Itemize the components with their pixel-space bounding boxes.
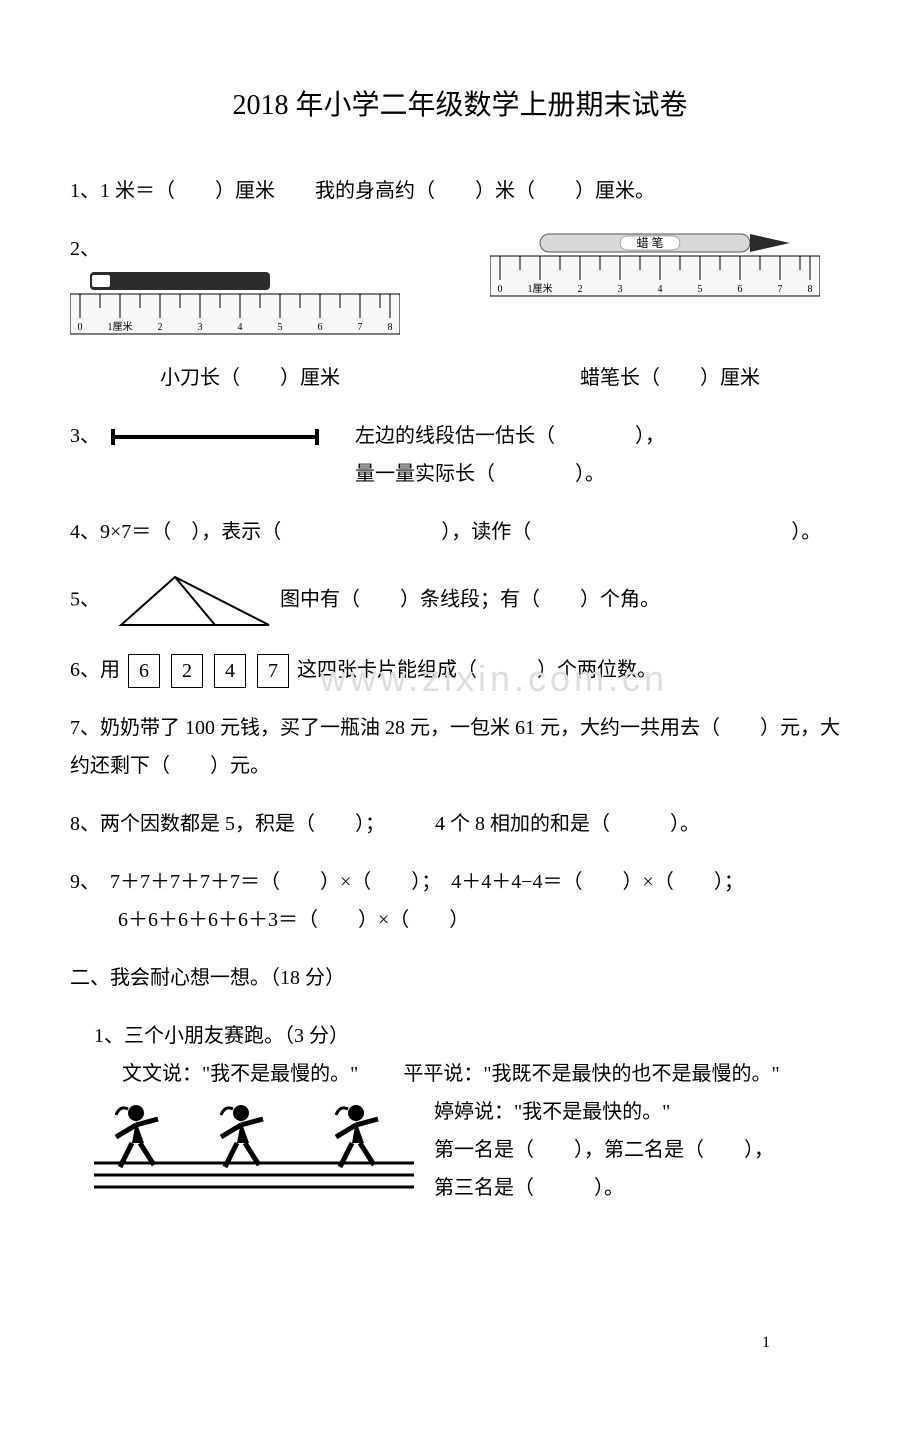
question-3: 3、 左边的线段估一估长（ ）， 量一量实际长（ ）。 [70, 417, 850, 493]
question-8: 8、两个因数都是 5，积是（ ）； 4 个 8 相加的和是（ ）。 [70, 805, 850, 843]
question-4: 4、9×7＝（ ），表示（ ），读作（ ）。 [70, 513, 850, 551]
svg-text:3: 3 [198, 322, 203, 333]
crayon-label: 蜡 笔 [636, 235, 663, 250]
crayon-length-label: 蜡笔长（ ）厘米 [490, 359, 850, 397]
card-4: 4 [214, 654, 246, 688]
question-6: www.zixin.com.cn 6、用 6 2 4 7 这四张卡片能组成（ ）… [70, 651, 850, 689]
crayon-ruler-figure: 蜡 笔 0 1厘米 2 3 4 5 6 7 8 [490, 230, 820, 300]
svg-text:1厘米: 1厘米 [108, 320, 133, 333]
q5-number: 5、 [70, 589, 100, 611]
svg-text:7: 7 [358, 322, 363, 333]
question-2: 2、 0 1厘米 2 3 4 5 [70, 230, 850, 397]
wenwen-quote: 文文说："我不是最慢的。" [122, 1063, 358, 1085]
svg-text:5: 5 [278, 322, 283, 333]
svg-text:4: 4 [658, 284, 663, 295]
page-number: 1 [762, 1328, 770, 1358]
svg-text:8: 8 [808, 284, 813, 295]
svg-text:3: 3 [618, 284, 623, 295]
question-9: 9、 7＋7＋7＋7＋7＝（ ）×（ ）； 4＋4＋4−4＝（ ）×（ ）； 6… [70, 863, 850, 939]
q2-number: 2、 [70, 238, 100, 260]
svg-text:5: 5 [698, 284, 703, 295]
tingting-quote: 婷婷说："我不是最快的。" [434, 1093, 774, 1131]
q5-text: 图中有（ ）条线段；有（ ）个角。 [280, 589, 660, 611]
section-2-title: 二、我会耐心想一想。（18 分） [70, 959, 850, 997]
svg-text:8: 8 [388, 322, 393, 333]
q3-estimate-text: 左边的线段估一估长（ ）， [355, 417, 850, 455]
page-title: 2018 年小学二年级数学上册期末试卷 [70, 79, 850, 132]
pingping-quote: 平平说："我既不是最快的也不是最慢的。" [403, 1063, 779, 1085]
q6-post: 这四张卡片能组成（ ）个两位数。 [297, 659, 657, 681]
card-2: 2 [171, 654, 203, 688]
svg-text:6: 6 [738, 284, 743, 295]
knife-length-label: 小刀长（ ）厘米 [70, 359, 430, 397]
q9-line1: 9、 7＋7＋7＋7＋7＝（ ）×（ ）； 4＋4＋4−4＝（ ）×（ ）； [70, 863, 850, 901]
triangle-figure [115, 571, 275, 631]
svg-text:2: 2 [158, 322, 163, 333]
svg-text:0: 0 [78, 322, 83, 333]
svg-text:7: 7 [778, 284, 783, 295]
knife-ruler-figure: 0 1厘米 2 3 4 5 6 7 8 [70, 268, 400, 338]
line-segment-figure [105, 426, 325, 448]
s2-q1: 1、三个小朋友赛跑。（3 分） [94, 1017, 850, 1055]
q9-line2: 6＋6＋6＋6＋6＋3＝（ ）×（ ） [70, 901, 850, 939]
q3-measure-text: 量一量实际长（ ）。 [355, 455, 850, 493]
svg-text:6: 6 [318, 322, 323, 333]
question-5: 5、 图中有（ ）条线段；有（ ）个角。 [70, 571, 850, 631]
rank-line2: 第三名是（ ）。 [434, 1169, 774, 1207]
rank-line1: 第一名是（ ），第二名是（ ）， [434, 1131, 774, 1169]
svg-text:2: 2 [578, 284, 583, 295]
runners-figure [94, 1093, 414, 1203]
q6-pre: 6、用 [70, 659, 120, 681]
q3-number: 3、 [70, 425, 100, 447]
svg-text:0: 0 [498, 284, 503, 295]
svg-text:1厘米: 1厘米 [528, 282, 553, 295]
card-6: 6 [128, 654, 160, 688]
question-1: 1、1 米＝（ ）厘米 我的身高约（ ）米（ ）厘米。 [70, 172, 850, 210]
card-7: 7 [257, 654, 289, 688]
svg-text:4: 4 [238, 322, 243, 333]
question-7: 7、奶奶带了 100 元钱，买了一瓶油 28 元，一包米 61 元，大约一共用去… [70, 709, 850, 785]
